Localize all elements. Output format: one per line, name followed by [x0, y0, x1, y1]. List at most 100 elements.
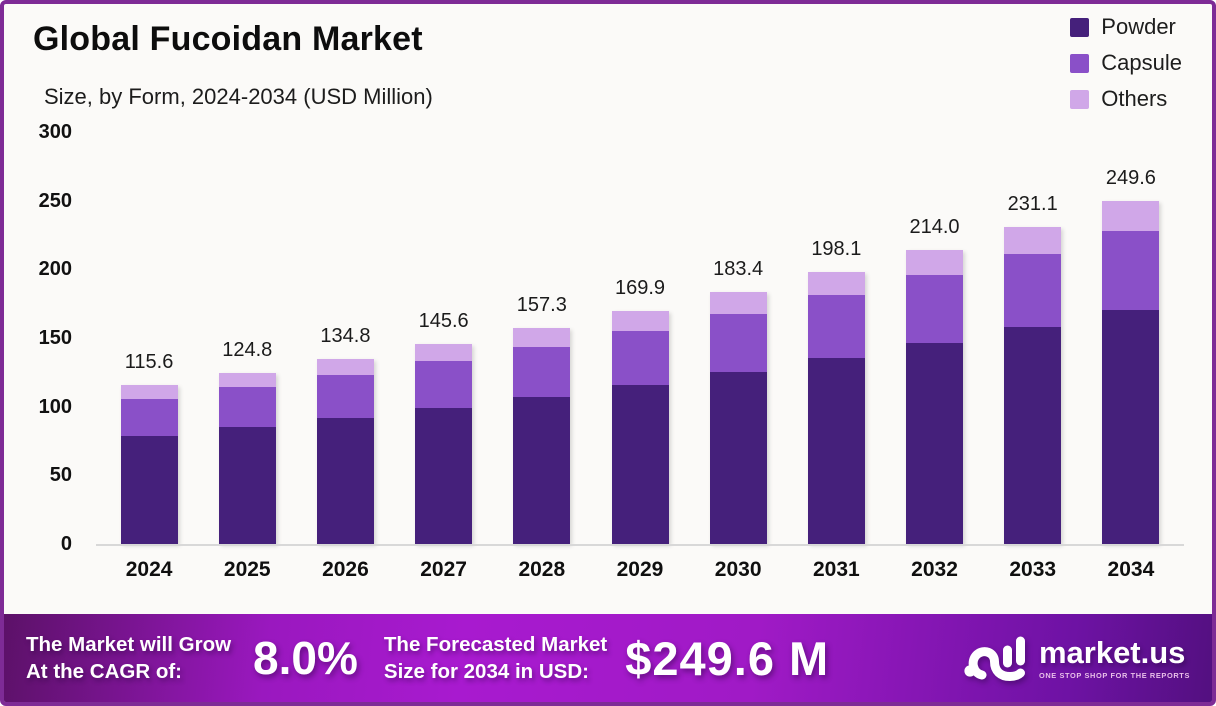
bar-segment-others: [120, 385, 178, 399]
bar-total-label: 214.0: [909, 216, 960, 239]
bar-total-label: 157.3: [516, 293, 567, 316]
stacked-bar-2028: [513, 328, 571, 544]
x-axis-label-2026: 2026: [322, 558, 369, 581]
bar-total-label: 115.6: [124, 351, 174, 374]
legend-item-others: Others: [1070, 86, 1182, 112]
bar-segment-powder: [513, 396, 571, 544]
x-axis-label-2025: 2025: [223, 558, 271, 581]
x-axis-label-2032: 2032: [911, 558, 958, 581]
bar-segment-powder: [316, 417, 374, 544]
cagr-value: 8.0%: [253, 632, 358, 684]
legend-label: Powder: [1101, 14, 1176, 39]
legend-item-capsule: Capsule: [1070, 50, 1182, 76]
plot-area: 115.6 124.8 134.8 145.6 157.3 169.9 183.4 198.1…: [100, 132, 1180, 544]
page-title: Global Fucoidan Market: [33, 20, 423, 58]
bar-segment-capsule: [120, 398, 178, 436]
bar-segment-powder: [218, 427, 276, 544]
y-axis: 0 50 100 150 200 250 300: [4, 4, 74, 604]
bar-segment-others: [316, 358, 374, 375]
bar-total-label: 124.8: [222, 338, 273, 361]
bar-segment-powder: [709, 371, 767, 544]
x-axis-label-2034: 2034: [1107, 558, 1155, 581]
legend-label: Others: [1101, 86, 1168, 111]
x-axis-label-2028: 2028: [518, 558, 566, 581]
y-axis-tick-label: 200: [38, 258, 72, 281]
bar-segment-capsule: [1004, 253, 1062, 328]
legend-swatch-icon: [1070, 17, 1090, 37]
bar-total-label: 183.4: [713, 258, 764, 281]
y-axis-tick-label: 0: [60, 533, 72, 555]
stacked-bar-2030: [709, 292, 767, 544]
bar-segment-capsule: [513, 346, 571, 397]
forecast-label: The Forecasted Market Size for 2034 in U…: [384, 631, 607, 685]
bar-segment-powder: [415, 407, 473, 544]
forecast-label-line2: Size for 2034 in USD:: [383, 660, 589, 683]
bar-segment-powder: [611, 384, 669, 544]
legend-item-powder: Powder: [1070, 14, 1182, 40]
brand-tagline: ONE STOP SHOP FOR THE REPORTS: [1038, 670, 1190, 680]
bar-total-label: 249.6: [1105, 167, 1156, 190]
bar-total-label: 231.1: [1007, 192, 1058, 215]
brand-text: market.us ONE STOP SHOP FOR THE REPORTS: [1039, 637, 1190, 680]
bar-segment-capsule: [218, 387, 276, 427]
bar-segment-capsule: [807, 295, 865, 359]
stacked-bar-2032: [906, 250, 964, 544]
x-axis-label-2033: 2033: [1009, 558, 1057, 581]
bar-segment-others: [513, 328, 571, 347]
x-axis: 2024 2025 2026 2027 2028 2029 2030 2031 2032 2033…: [100, 558, 1180, 590]
bar-segment-others: [415, 344, 473, 362]
x-axis-label-2024: 2024: [125, 558, 173, 581]
stacked-bar-2025: [218, 372, 276, 544]
bar-segment-capsule: [611, 330, 669, 385]
bar-segment-others: [1102, 201, 1160, 231]
brand-logo: market.us ONE STOP SHOP FOR THE REPORTS: [961, 630, 1190, 686]
stacked-bar-2033: [1004, 226, 1062, 544]
bar-segment-capsule: [1102, 230, 1160, 310]
y-axis-tick-label: 50: [49, 464, 72, 487]
bar-segment-others: [611, 310, 669, 331]
bar-total-label: 169.9: [614, 276, 666, 299]
x-axis-label-2029: 2029: [616, 558, 664, 581]
bar-total-label: 134.8: [320, 324, 371, 347]
y-axis-tick-label: 100: [38, 395, 72, 418]
cagr-label: The Market will Grow At the CAGR of:: [26, 631, 231, 685]
legend-swatch-icon: [1070, 89, 1090, 109]
x-axis-label-2030: 2030: [714, 558, 762, 581]
stacked-bar-2026: [316, 358, 374, 544]
bar-segment-powder: [906, 343, 964, 544]
bar-segment-others: [709, 292, 767, 314]
bar-segment-others: [807, 271, 865, 296]
bar-segment-others: [1004, 226, 1062, 254]
cagr-label-line1: The Market will Grow: [26, 632, 232, 656]
forecast-label-line1: The Forecasted Market: [383, 632, 608, 656]
bar-segment-others: [906, 250, 964, 276]
bar-segment-others: [218, 372, 276, 388]
legend-label: Capsule: [1101, 50, 1182, 75]
bar-segment-powder: [807, 358, 865, 544]
stacked-bar-2024: [120, 385, 178, 544]
legend-swatch-icon: [1070, 53, 1090, 73]
bar-segment-capsule: [316, 374, 374, 418]
bar-segment-capsule: [709, 313, 767, 372]
chart-legend: Powder Capsule Others: [1070, 14, 1182, 112]
bar-segment-capsule: [415, 361, 473, 408]
y-axis-tick-label: 250: [38, 189, 72, 212]
y-axis-tick-label: 150: [38, 327, 72, 349]
x-axis-label-2031: 2031: [812, 558, 860, 581]
x-axis-line: [96, 544, 1184, 546]
y-axis-tick-label: 300: [38, 121, 72, 143]
brand-name: market.us: [1038, 634, 1186, 670]
cagr-label-line2: At the CAGR of:: [26, 660, 183, 683]
footer-banner: The Market will Grow At the CAGR of: 8.0…: [4, 614, 1212, 702]
x-axis-label-2027: 2027: [420, 558, 467, 581]
page-subtitle: Size, by Form, 2024-2034 (USD Million): [44, 84, 433, 109]
bar-segment-powder: [120, 435, 178, 544]
stacked-bar-2034: [1102, 201, 1160, 544]
bar-total-label: 145.6: [418, 310, 469, 333]
stacked-bar-2031: [807, 271, 865, 544]
bar-total-label: 198.1: [811, 237, 862, 260]
bar-segment-capsule: [906, 275, 964, 344]
stacked-bar-2029: [611, 310, 669, 544]
market-us-logo-icon: [964, 636, 1025, 682]
